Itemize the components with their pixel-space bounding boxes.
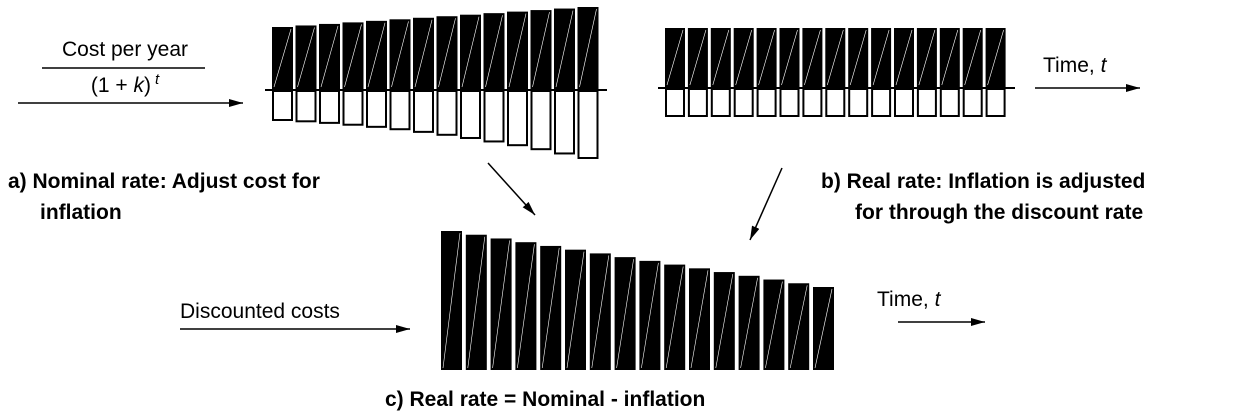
bar-outline bbox=[295, 90, 317, 123]
bar-hatch bbox=[895, 29, 913, 86]
bar-hatch bbox=[758, 29, 775, 86]
bar-outline bbox=[687, 88, 708, 117]
bar-hatch bbox=[740, 277, 758, 369]
bar-outline bbox=[848, 88, 869, 117]
bar-outline bbox=[756, 88, 777, 117]
bar-outline bbox=[554, 90, 575, 155]
bar-outline bbox=[962, 88, 983, 117]
bar-hatch bbox=[485, 15, 503, 88]
exponent: t bbox=[155, 71, 160, 88]
bar-outline bbox=[779, 88, 800, 117]
denominator-open: (1 + bbox=[91, 74, 134, 97]
caption-line: inflation bbox=[40, 201, 122, 224]
bar-hatch bbox=[391, 21, 409, 88]
bar-outline bbox=[483, 90, 505, 143]
bar-hatch bbox=[641, 262, 659, 369]
bar-outline bbox=[507, 90, 528, 147]
bar-hatch bbox=[814, 288, 833, 369]
bar-hatch bbox=[367, 22, 386, 88]
bar-hatch bbox=[690, 270, 709, 369]
bar-outline bbox=[413, 90, 434, 133]
bar-hatch bbox=[297, 27, 315, 88]
bar-hatch bbox=[273, 28, 292, 88]
bar-hatch bbox=[665, 266, 684, 369]
bar-outline bbox=[665, 88, 685, 117]
bar-hatch bbox=[715, 274, 734, 369]
axis-label: Time, t bbox=[1043, 54, 1108, 77]
axis-label-text: Time, bbox=[1043, 54, 1101, 77]
bar-hatch bbox=[712, 29, 730, 86]
caption-line: for through the discount rate bbox=[855, 201, 1143, 224]
bar-hatch bbox=[414, 19, 433, 88]
bar-hatch bbox=[689, 29, 707, 86]
bar-hatch bbox=[804, 29, 821, 86]
caption-line: a) Nominal rate: Adjust cost for bbox=[8, 170, 320, 193]
bar-hatch bbox=[765, 281, 783, 369]
bar-outline bbox=[802, 88, 823, 117]
arrow bbox=[749, 167, 783, 241]
bar-hatch bbox=[918, 29, 936, 86]
bar-hatch bbox=[517, 244, 535, 369]
bar-hatch bbox=[555, 10, 574, 88]
bar-hatch bbox=[941, 29, 959, 86]
denominator: (1 + k) t bbox=[91, 71, 160, 97]
bar-outline bbox=[319, 90, 340, 124]
bar-outline bbox=[825, 88, 846, 117]
bar-hatch bbox=[442, 232, 461, 369]
bar-outline bbox=[460, 90, 481, 139]
bar-hatch bbox=[781, 29, 798, 86]
bar-outline bbox=[530, 90, 552, 151]
axis-label-text: Time, bbox=[877, 288, 935, 311]
axis-label-variable: t bbox=[935, 288, 942, 311]
bar-hatch bbox=[461, 16, 480, 88]
bar-outline bbox=[894, 88, 914, 117]
bar-hatch bbox=[964, 29, 981, 86]
bar-outline bbox=[577, 90, 599, 159]
bar-hatch bbox=[508, 13, 527, 88]
bar-outline bbox=[939, 88, 960, 117]
bar-outline bbox=[342, 90, 364, 126]
bar-hatch bbox=[541, 247, 560, 369]
bar-hatch bbox=[579, 8, 597, 88]
axis-label-variable: t bbox=[1101, 54, 1108, 77]
bar-hatch bbox=[438, 18, 456, 88]
bar-outline bbox=[916, 88, 937, 117]
denominator-close: ) bbox=[144, 74, 151, 97]
bar-outline bbox=[389, 90, 411, 131]
bar-hatch bbox=[789, 285, 808, 369]
bar-hatch bbox=[591, 255, 610, 369]
bar-hatch bbox=[849, 29, 867, 86]
bar-outline bbox=[985, 88, 1006, 117]
bar-hatch bbox=[827, 29, 844, 86]
bar-hatch bbox=[467, 236, 486, 369]
bar-outline bbox=[366, 90, 387, 128]
bar-outline bbox=[871, 88, 892, 117]
bar-outline bbox=[733, 88, 754, 117]
bar-hatch bbox=[987, 29, 1004, 86]
bar-hatch bbox=[872, 29, 890, 86]
label: Discounted costs bbox=[180, 300, 340, 323]
bar-outline bbox=[436, 90, 458, 136]
arrow bbox=[487, 162, 536, 216]
bar-hatch bbox=[735, 29, 752, 86]
bar-hatch bbox=[532, 12, 550, 88]
denominator-variable: k bbox=[133, 74, 145, 97]
bar-hatch bbox=[566, 251, 585, 369]
caption-line: b) Real rate: Inflation is adjusted bbox=[821, 170, 1145, 193]
bar-outline bbox=[272, 90, 293, 121]
numerator: Cost per year bbox=[62, 38, 188, 61]
bar-hatch bbox=[492, 240, 510, 369]
caption-line: c) Real rate = Nominal - inflation bbox=[385, 388, 705, 411]
bar-hatch bbox=[344, 24, 362, 88]
axis-label: Time, t bbox=[877, 288, 942, 311]
bar-outline bbox=[710, 88, 731, 117]
bar-hatch bbox=[666, 29, 684, 86]
bar-hatch bbox=[320, 25, 339, 88]
bar-hatch bbox=[616, 259, 634, 369]
